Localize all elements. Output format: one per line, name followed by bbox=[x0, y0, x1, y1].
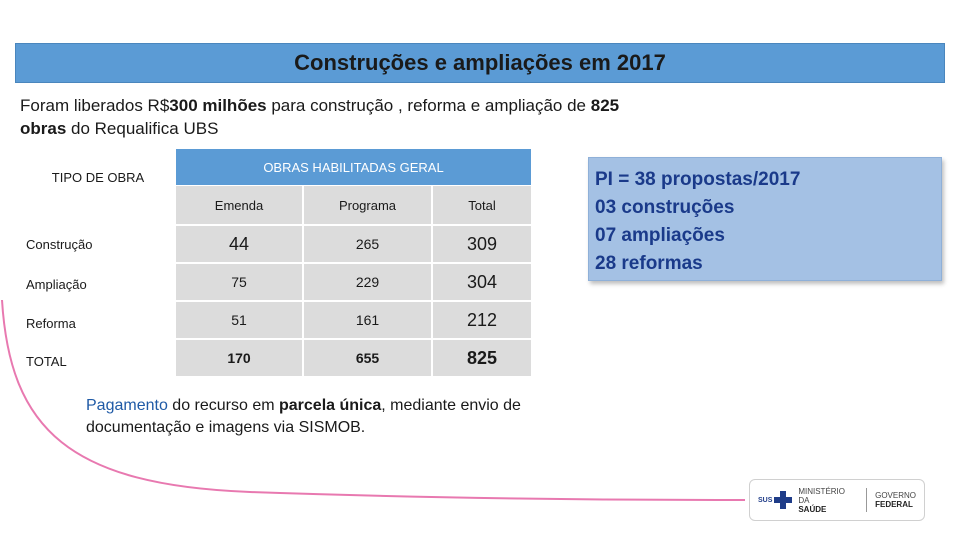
intro-text: Foram liberados R$300 milhões para const… bbox=[20, 96, 620, 138]
obras-habilitadas-header: OBRAS HABILITADAS GERAL bbox=[176, 149, 531, 185]
cell-total: 212 bbox=[431, 302, 531, 338]
ministry-name: MINISTÉRIO DA SAÚDE bbox=[798, 486, 845, 514]
cell-emenda: 75 bbox=[231, 274, 247, 290]
cell-programa: 229 bbox=[302, 264, 431, 300]
cell-programa: 265 bbox=[302, 226, 431, 262]
cell-total: 304 bbox=[431, 264, 531, 300]
cell-emenda: 51 bbox=[231, 312, 247, 328]
cell-total: 309 bbox=[431, 226, 531, 262]
table-row: 75 229 304 bbox=[176, 262, 531, 300]
table-row: 44 265 309 bbox=[176, 224, 531, 262]
column-header-emenda: Emenda bbox=[214, 197, 264, 213]
sus-label: SUS bbox=[758, 496, 773, 504]
logo-divider bbox=[866, 488, 868, 512]
cell-total: 825 bbox=[431, 340, 531, 376]
obras-table: Emenda Programa Total 44 265 309 75 229 … bbox=[176, 186, 531, 376]
pi-summary-box: PI = 38 propostas/2017 03 construções 07… bbox=[588, 157, 942, 281]
cell-emenda: 170 bbox=[227, 350, 251, 366]
cell-programa: 161 bbox=[302, 302, 431, 338]
cell-emenda: 44 bbox=[228, 233, 250, 254]
row-label-construcao: Construção bbox=[26, 237, 93, 252]
pi-line: PI = 38 propostas/2017 bbox=[595, 169, 801, 190]
pi-line: 07 ampliações bbox=[595, 225, 725, 246]
cell-programa: 655 bbox=[302, 340, 431, 376]
page-title: Construções e ampliações em 2017 bbox=[15, 43, 945, 83]
pi-line: 03 construções bbox=[595, 197, 735, 218]
row-label-ampliacao: Ampliação bbox=[26, 277, 87, 292]
payment-note: Pagamento do recurso em parcela única, m… bbox=[86, 397, 521, 436]
tipo-de-obra-header: TIPO DE OBRA bbox=[51, 170, 145, 185]
column-header-programa: Programa bbox=[302, 186, 431, 224]
column-header-total: Total bbox=[431, 186, 531, 224]
table-row: 51 161 212 bbox=[176, 300, 531, 338]
pi-line: 28 reformas bbox=[595, 253, 703, 274]
table-total-row: 170 655 825 bbox=[176, 338, 531, 376]
government-logo: SUS MINISTÉRIO DA SAÚDE GOVERNO FEDERAL bbox=[749, 479, 925, 521]
government-name: GOVERNO FEDERAL bbox=[875, 491, 916, 509]
table-header-row: Emenda Programa Total bbox=[176, 186, 531, 224]
row-label-reforma: Reforma bbox=[26, 316, 76, 331]
row-label-total: TOTAL bbox=[26, 354, 67, 369]
health-cross-icon bbox=[774, 491, 793, 509]
